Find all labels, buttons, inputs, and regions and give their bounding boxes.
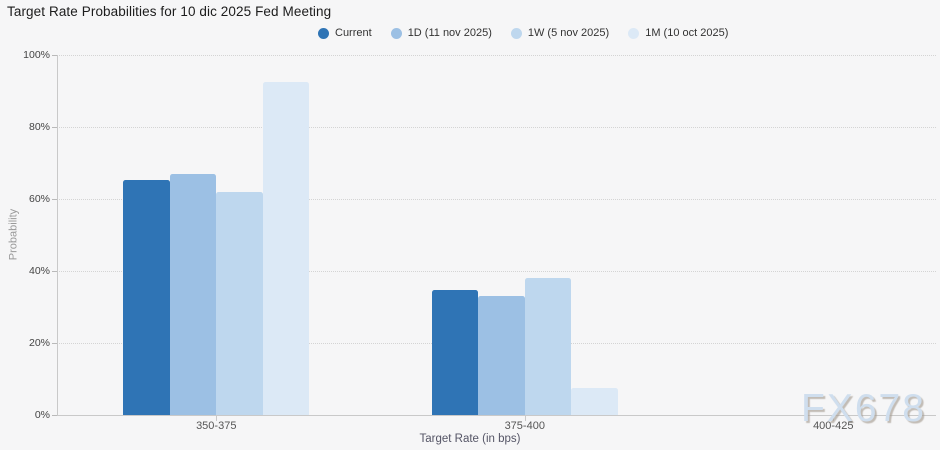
bar-1w-5-nov-2025-375-400[interactable] xyxy=(524,278,572,415)
legend-item-1d-11-nov-2025[interactable]: 1D (11 nov 2025) xyxy=(390,27,492,39)
bar-current-350-375[interactable] xyxy=(123,179,170,415)
gridline-40 xyxy=(57,271,936,272)
legend-item-label: 1W (5 nov 2025) xyxy=(527,27,610,39)
bar-1d-11-nov-2025-375-400[interactable] xyxy=(478,295,525,415)
x-axis-line xyxy=(57,415,936,416)
y-tick-mark xyxy=(52,55,57,56)
y-axis-title: Probability xyxy=(7,208,20,261)
legend-item-current[interactable]: Current xyxy=(318,27,372,39)
x-tick-mark xyxy=(524,416,526,421)
bar-1d-11-nov-2025-350-375[interactable] xyxy=(169,174,217,415)
y-tick-mark xyxy=(52,271,57,272)
y-tick-label: 80% xyxy=(28,121,50,133)
legend-item-label: 1M (10 oct 2025) xyxy=(645,27,729,39)
legend-item-label: 1D (11 nov 2025) xyxy=(407,27,492,39)
legend-item-label: Current xyxy=(335,27,372,39)
gridline-80 xyxy=(57,127,936,128)
y-axis-line xyxy=(57,55,58,416)
x-category-label-400-425: 400-425 xyxy=(813,420,854,432)
gridline-60 xyxy=(57,199,936,200)
legend-dot-icon xyxy=(628,27,640,39)
y-tick-label: 100% xyxy=(23,49,50,61)
x-tick-mark xyxy=(833,416,835,421)
x-category-label-375-400: 375-400 xyxy=(504,420,545,432)
y-tick-label: 60% xyxy=(28,193,50,205)
y-tick-label: 0% xyxy=(34,409,50,421)
chart-title: Target Rate Probabilities for 10 dic 202… xyxy=(7,4,332,19)
x-axis-title: Target Rate (in bps) xyxy=(419,433,521,445)
y-tick-mark xyxy=(52,199,57,200)
legend: Current 1D (11 nov 2025) 1W (5 nov 2025) 1M… xyxy=(318,27,728,39)
gridline-100 xyxy=(57,55,936,56)
y-tick-mark xyxy=(52,127,57,128)
bar-1m-10-oct-2025-375-400[interactable] xyxy=(571,388,618,415)
x-tick-mark xyxy=(216,416,218,421)
legend-dot-icon xyxy=(390,27,402,39)
y-tick-label: 20% xyxy=(28,337,50,349)
y-tick-mark xyxy=(52,415,57,416)
bar-1w-5-nov-2025-350-375[interactable] xyxy=(216,191,263,415)
bar-1m-10-oct-2025-350-375[interactable] xyxy=(262,81,310,415)
legend-dot-icon xyxy=(318,27,329,39)
x-category-label-350-375: 350-375 xyxy=(196,420,237,432)
legend-dot-icon xyxy=(510,27,522,39)
bar-current-375-400[interactable] xyxy=(431,290,479,415)
legend-item-1m-10-oct-2025[interactable]: 1M (10 oct 2025) xyxy=(628,27,728,39)
y-tick-label: 40% xyxy=(28,265,50,277)
legend-item-1w-5-nov-2025[interactable]: 1W (5 nov 2025) xyxy=(510,27,610,39)
watermark: FX678 xyxy=(801,387,926,430)
y-tick-mark xyxy=(52,343,57,344)
